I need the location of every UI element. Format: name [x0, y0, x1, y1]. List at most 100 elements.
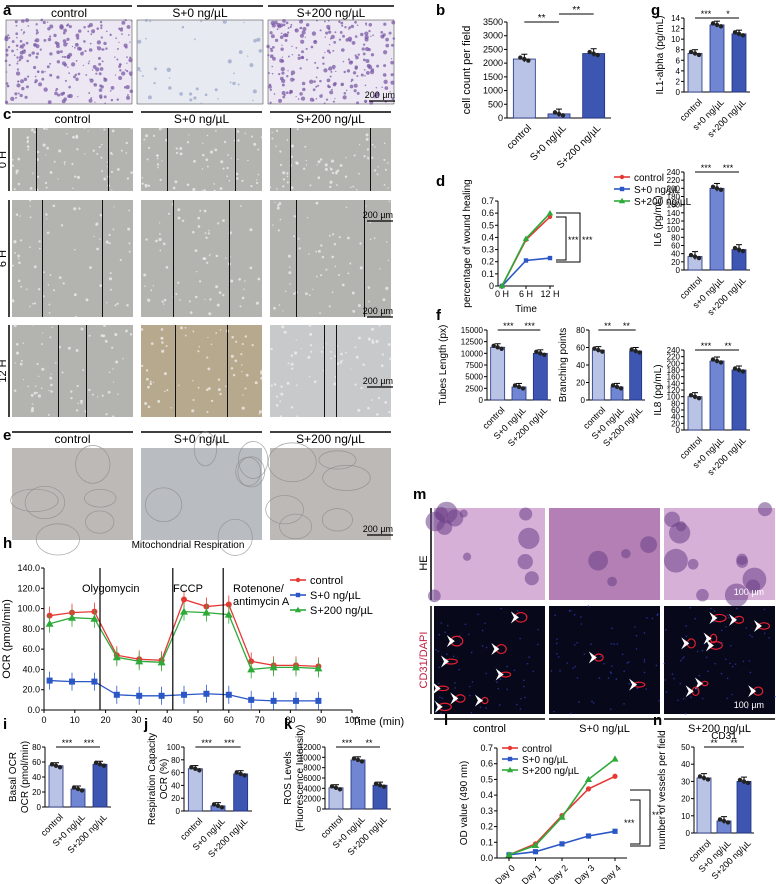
data-point	[293, 697, 299, 704]
cell-speck	[344, 351, 347, 354]
y-tick-label: 20	[671, 419, 680, 428]
cell-dot	[329, 75, 332, 78]
cell-speck	[300, 347, 302, 350]
dapi-dot	[438, 666, 440, 669]
cell-dot	[301, 30, 306, 35]
data-point	[532, 849, 539, 855]
cell-speck	[44, 181, 48, 185]
bar	[233, 773, 249, 812]
cell-speck	[239, 205, 242, 207]
data-point	[688, 252, 694, 258]
cell-dot	[278, 73, 281, 76]
cell-speck	[309, 344, 313, 347]
cell-speck	[16, 343, 19, 346]
cell-dot	[253, 38, 257, 43]
cell-dot	[281, 78, 286, 84]
y-tick-label: 120	[667, 386, 681, 395]
bar	[350, 759, 366, 810]
dapi-dot	[444, 631, 447, 633]
cell-speck	[161, 337, 163, 339]
cell-speck	[17, 182, 21, 186]
y-tick-label: 20	[681, 795, 690, 804]
data-point	[157, 658, 166, 666]
cell-speck	[147, 405, 151, 409]
panel-a-image	[266, 19, 396, 105]
cell-speck	[357, 336, 361, 340]
cell-dot	[101, 60, 104, 63]
cell-dot	[252, 99, 254, 102]
cell-speck	[303, 167, 306, 170]
cell-speck	[19, 215, 22, 217]
cell-dot	[63, 42, 68, 47]
cell-dot	[323, 20, 326, 23]
data-point	[718, 360, 724, 365]
cell-dot	[98, 62, 102, 66]
cell-dot	[129, 56, 132, 59]
cell-speck	[117, 168, 120, 171]
tube-ring	[279, 513, 313, 540]
dapi-dot	[736, 607, 738, 610]
cell-speck	[42, 143, 46, 147]
panel-letter-e: e	[3, 427, 11, 444]
cell-speck	[32, 172, 34, 174]
cell-dot	[300, 55, 304, 60]
cell-speck	[309, 184, 312, 187]
cell-dot	[361, 47, 365, 51]
significance-label: **	[710, 738, 718, 748]
bar	[629, 350, 643, 401]
cell-speck	[340, 363, 342, 365]
cell-speck	[144, 401, 148, 406]
cell-speck	[50, 390, 53, 393]
panel-letter-j: j	[143, 716, 148, 733]
cell-speck	[298, 247, 301, 250]
dapi-dot	[774, 695, 776, 698]
cell-speck	[319, 158, 323, 161]
cell-speck	[260, 136, 264, 139]
cell-dot	[15, 32, 19, 36]
cell-speck	[286, 381, 290, 385]
dapi-dot	[470, 651, 473, 654]
cell-dot	[280, 47, 284, 51]
cell-speck	[249, 228, 253, 232]
cell-speck	[215, 332, 218, 334]
dapi-dot	[701, 697, 704, 700]
cell-speck	[251, 135, 254, 138]
dapi-dot	[481, 645, 484, 647]
cell-speck	[46, 146, 50, 150]
cell-speck	[46, 231, 50, 235]
cell-speck	[373, 169, 377, 172]
y-tick-label: 40	[32, 773, 41, 782]
y-axis-label-2: (Fluorescence Intensity)	[295, 725, 306, 832]
cell-dot	[333, 67, 335, 70]
cell-dot	[281, 71, 285, 75]
cell-dot	[128, 34, 130, 36]
dapi-dot	[681, 657, 684, 660]
panel-e-header: S+200 ng/µL	[296, 432, 365, 446]
cell-dot	[291, 45, 293, 48]
data-point	[692, 51, 698, 56]
cell-speck	[305, 292, 308, 296]
cell-dot	[356, 91, 360, 95]
cell-dot	[92, 65, 97, 69]
data-point	[718, 24, 724, 29]
cell-speck	[149, 380, 152, 383]
cell-speck	[378, 324, 381, 327]
y-tick-label: 3000	[483, 31, 503, 41]
dapi-dot	[689, 606, 692, 609]
panel-c-image	[11, 127, 133, 192]
cell-speck	[282, 310, 284, 312]
cell-speck	[29, 216, 32, 219]
cell-speck	[260, 376, 264, 380]
cell-speck	[209, 298, 212, 301]
cell-dot	[312, 88, 316, 92]
y-tick-label: 7500	[465, 361, 483, 370]
cell-speck	[107, 390, 111, 394]
cell-dot	[42, 20, 46, 25]
cell-speck	[15, 351, 20, 355]
cell-speck	[194, 249, 198, 253]
cell-speck	[271, 137, 274, 140]
significance-label: ***	[701, 9, 712, 19]
cell-dot	[54, 91, 58, 96]
cell-dot	[385, 37, 389, 42]
bar	[687, 396, 703, 431]
